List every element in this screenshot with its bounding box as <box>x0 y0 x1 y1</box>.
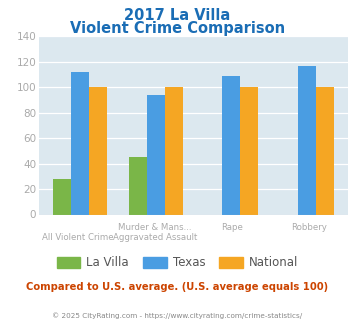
Text: Aggravated Assault: Aggravated Assault <box>113 233 197 242</box>
Bar <box>129 157 147 214</box>
Bar <box>297 66 316 214</box>
Bar <box>240 87 258 214</box>
Text: Compared to U.S. average. (U.S. average equals 100): Compared to U.S. average. (U.S. average … <box>26 282 329 292</box>
Bar <box>316 87 334 214</box>
Text: Violent Crime Comparison: Violent Crime Comparison <box>70 21 285 36</box>
Text: 2017 La Villa: 2017 La Villa <box>124 8 231 23</box>
Text: Murder & Mans...: Murder & Mans... <box>118 223 192 232</box>
Bar <box>147 95 165 214</box>
Bar <box>89 87 108 214</box>
Text: All Violent Crime: All Violent Crime <box>42 233 114 242</box>
Legend: La Villa, Texas, National: La Villa, Texas, National <box>52 252 303 274</box>
Text: © 2025 CityRating.com - https://www.cityrating.com/crime-statistics/: © 2025 CityRating.com - https://www.city… <box>53 312 302 318</box>
Text: Robbery: Robbery <box>291 223 327 232</box>
Bar <box>53 179 71 214</box>
Bar <box>71 72 89 215</box>
Bar <box>165 87 183 214</box>
Bar <box>222 76 240 215</box>
Text: Rape: Rape <box>221 223 243 232</box>
